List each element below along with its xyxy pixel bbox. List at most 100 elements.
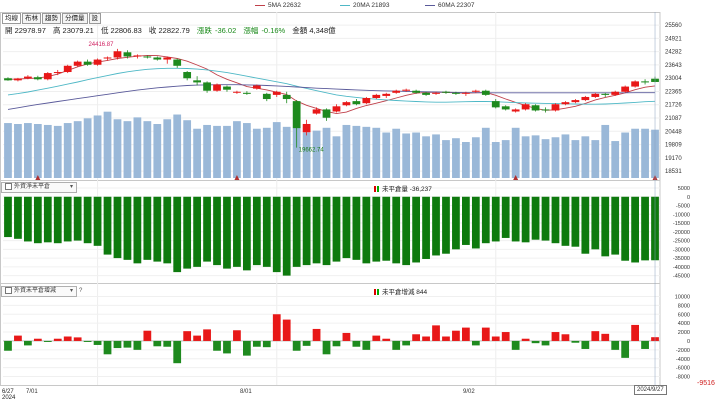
panel2-checkbox[interactable] — [5, 183, 12, 190]
oi-bar — [33, 196, 42, 244]
oi-bar — [113, 196, 122, 259]
oi-bar — [422, 196, 430, 259]
candle-body — [193, 80, 201, 83]
candle-body — [133, 55, 142, 57]
oi-change-bar — [143, 330, 152, 341]
volume-bar — [143, 121, 152, 178]
volume-bar — [133, 117, 142, 178]
price-tick-label: 21087 — [665, 116, 682, 122]
oi-change-tick-label: 4000 — [678, 321, 690, 327]
oi-change-bar — [282, 319, 291, 341]
oi-change-bar — [581, 340, 590, 349]
candle-body — [531, 105, 540, 111]
date-first-tick: 7/01 — [26, 389, 38, 395]
oi-change-bar — [322, 340, 331, 355]
volume-bar — [233, 121, 241, 178]
tab-ma[interactable]: 均線 — [2, 13, 21, 24]
oi-change-bar — [362, 340, 371, 350]
panel3-selector[interactable]: 外資未平倉增減 ▾ — [1, 286, 77, 297]
candle-body — [14, 78, 22, 81]
candle-body — [352, 101, 361, 105]
candle-body — [203, 82, 211, 91]
oi-bar — [591, 196, 600, 250]
oi-bar — [233, 196, 241, 267]
oi-bar — [471, 196, 480, 249]
candle-body — [282, 94, 291, 100]
candle-body — [372, 94, 381, 98]
crosshair-value: -9516 — [697, 380, 715, 387]
volume-bar — [362, 126, 371, 178]
volume-bar — [382, 132, 391, 178]
oi-change-bar — [103, 340, 112, 355]
panel2-up-marker — [374, 186, 376, 193]
price-tick-label: 21726 — [665, 103, 682, 109]
oi-change-bar — [203, 329, 211, 341]
candle-body — [213, 84, 221, 91]
legend-ma60-swatch — [425, 4, 435, 6]
volume-bar — [4, 123, 12, 178]
candle-body — [571, 100, 580, 103]
oi-tick-label: -40000 — [673, 265, 690, 271]
tab-bollinger[interactable]: 布林 — [22, 13, 41, 24]
volume-bar — [103, 111, 112, 178]
oi-bar — [282, 196, 291, 276]
volume-bar — [422, 136, 430, 178]
oi-change-bar — [591, 331, 600, 341]
quote-open: 開 22978.97 — [5, 26, 46, 35]
oi-bar — [83, 196, 92, 244]
panel3-up-marker — [374, 289, 376, 296]
candle-body — [501, 106, 510, 110]
oi-bar — [322, 196, 331, 266]
oi-change-tick-label: -6000 — [676, 366, 690, 372]
oi-change-bar — [412, 334, 420, 341]
legend-ma5-swatch — [255, 4, 265, 6]
high-annotation: 24416.87 — [88, 42, 114, 48]
oi-change-bar — [521, 338, 530, 341]
oi-bar — [611, 196, 620, 255]
oi-change-bar — [213, 340, 221, 351]
candle-body — [511, 109, 520, 112]
oi-bar — [372, 196, 381, 262]
oi-change-bar — [372, 335, 381, 341]
price-tick-label: 24282 — [665, 50, 682, 56]
oi-change-bar — [163, 340, 172, 347]
oi-change-bar — [641, 340, 649, 349]
oi-bar — [452, 196, 460, 250]
tab-volume-profile[interactable]: 分價量 — [62, 13, 88, 24]
volume-bar — [571, 140, 580, 178]
volume-bar — [561, 134, 570, 178]
oi-change-bar — [551, 332, 560, 341]
volume-bar — [591, 140, 600, 178]
oi-change-tick-label: -8000 — [676, 375, 690, 381]
volume-bar — [601, 124, 610, 178]
oi-change-bar — [511, 340, 520, 350]
panel3-checkbox[interactable] — [5, 287, 12, 294]
oi-change-bar — [422, 336, 430, 341]
candle-body — [561, 102, 570, 105]
volume-bar — [581, 136, 590, 178]
oi-change-bar — [601, 333, 610, 341]
price-tick-label: 20448 — [665, 129, 682, 135]
panel2-selector-label: 外資淨未平倉 — [14, 184, 51, 191]
oi-change-bar — [621, 340, 630, 358]
oi-change-tick-label: 8000 — [678, 303, 690, 309]
oi-change-bar — [312, 328, 321, 341]
candle-body — [452, 92, 460, 94]
help-icon[interactable]: ? — [79, 288, 83, 294]
oi-change-bar — [83, 340, 92, 342]
tab-trend[interactable]: 趨勢 — [42, 13, 61, 24]
oi-bar — [571, 196, 580, 247]
oi-change-bar — [382, 338, 391, 341]
price-tick-label: 22365 — [665, 89, 682, 95]
oi-change-bar — [173, 340, 182, 364]
candle-body — [43, 73, 52, 80]
volume-bar — [63, 123, 72, 178]
oi-bar — [481, 196, 490, 244]
volume-bar — [402, 133, 411, 178]
panel2-selector[interactable]: 外資淨未平倉 ▾ — [1, 182, 77, 193]
oi-tick-label: -5000 — [676, 204, 690, 210]
oi-change-tick-label: 6000 — [678, 312, 690, 318]
oi-bar — [412, 196, 420, 263]
tab-settings[interactable]: 設 — [88, 13, 101, 24]
chevron-down-icon: ▾ — [69, 184, 73, 190]
